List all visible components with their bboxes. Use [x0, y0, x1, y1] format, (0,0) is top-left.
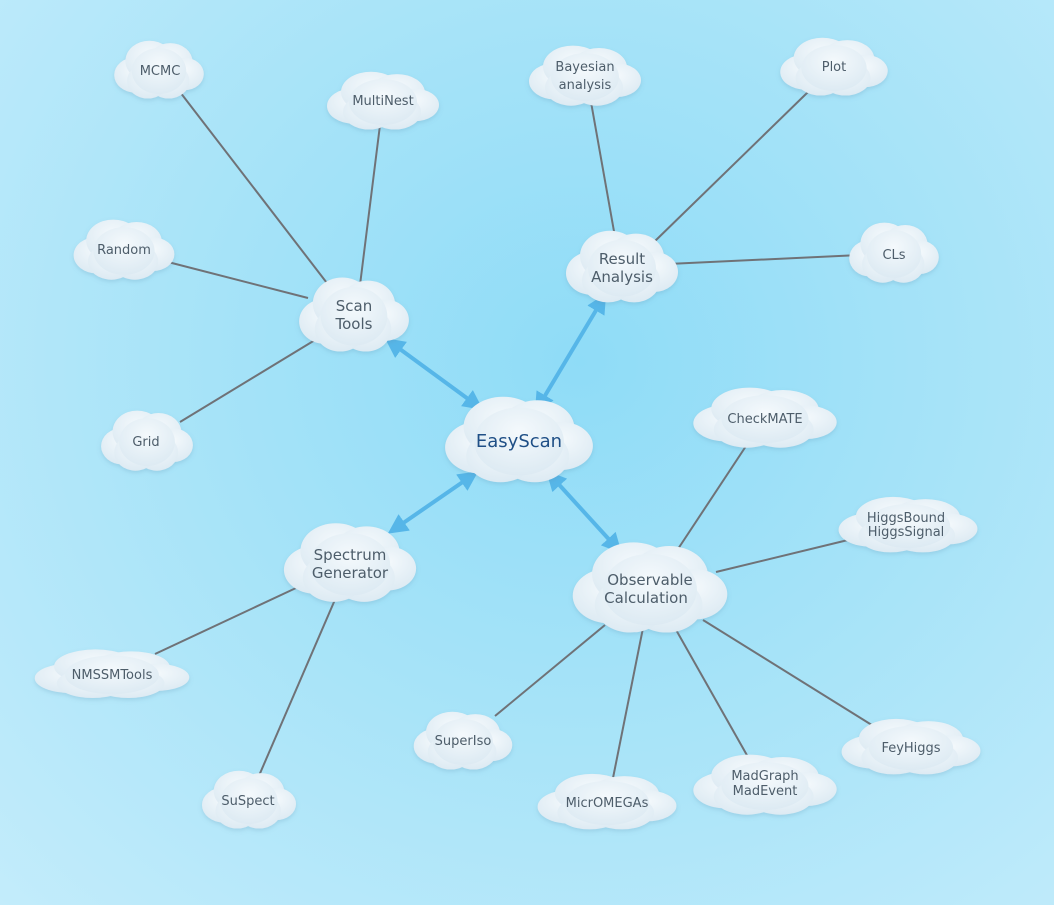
- edge-scan-mcmc: [179, 91, 331, 288]
- edge-scan-random: [167, 261, 309, 299]
- cloud-suspect: [201, 770, 297, 829]
- cloud-puff: [474, 407, 564, 476]
- higgs-label-line2: HiggsSignal: [868, 525, 945, 540]
- nmssmtools-label: NMSSMTools: [72, 668, 153, 683]
- cloud-puff: [320, 286, 388, 346]
- easyscan-label: EasyScan: [476, 431, 562, 452]
- higgs-label-line1: HiggsBound: [867, 511, 945, 526]
- bayesian-label-line1: Bayesian: [555, 60, 614, 75]
- mcmc-label: MCMC: [140, 64, 181, 79]
- cloud-puff: [721, 395, 809, 443]
- observable-calculation-label-line2: Calculation: [604, 589, 688, 607]
- edge-scan-grid: [179, 339, 316, 423]
- cloud-nmssmtools: [34, 649, 190, 698]
- connectors: [154, 91, 876, 779]
- edge-result-bayesian: [590, 101, 616, 238]
- cloud-puff: [349, 79, 417, 125]
- arrow-center-spectrum: [387, 471, 479, 534]
- cloud-plot: [780, 37, 888, 96]
- cloud-result-analysis: [566, 230, 678, 303]
- cloud-superiso: [413, 711, 513, 770]
- cloud-puff: [868, 725, 954, 770]
- superiso-label: SuperIso: [435, 734, 492, 749]
- cloud-puff: [309, 533, 391, 596]
- scan-tools-label-line2: Tools: [335, 315, 373, 333]
- cloud-puff: [220, 778, 278, 824]
- spectrum-generator-label-line1: Spectrum: [314, 546, 387, 564]
- labels: EasyScan Scan Tools Result Analysis Spec…: [72, 60, 945, 811]
- edge-result-plot: [652, 91, 809, 244]
- cloud-puff: [603, 553, 697, 626]
- edge-observable-superiso: [494, 624, 606, 717]
- main-arrows: [384, 293, 622, 554]
- cloud-puff: [93, 227, 155, 275]
- arrow-center-scan: [384, 338, 484, 410]
- cls-label: CLs: [882, 248, 905, 263]
- plot-label: Plot: [822, 60, 847, 75]
- cloud-center: [445, 396, 593, 483]
- cloud-bayesian: [529, 45, 641, 106]
- cloud-puff: [865, 503, 951, 548]
- cloud-scan-tools: [299, 277, 409, 352]
- cloud-puff: [119, 418, 175, 466]
- result-analysis-label-line1: Result: [599, 250, 645, 268]
- edge-result-cls: [667, 254, 861, 265]
- edge-spectrum-suspect: [257, 594, 338, 779]
- clouds: [34, 37, 981, 830]
- cloud-puff: [866, 230, 922, 278]
- multinest-label: MultiNest: [352, 94, 413, 109]
- spectrum-generator-label-line2: Generator: [312, 564, 389, 582]
- cloud-puff: [564, 780, 650, 825]
- cloud-puff: [65, 655, 159, 695]
- observable-calculation-label-line1: Observable: [607, 571, 693, 589]
- cloud-cls: [849, 222, 939, 283]
- scan-tools-label-line1: Scan: [336, 297, 372, 315]
- cloud-random: [73, 219, 175, 280]
- feyhiggs-label: FeyHiggs: [881, 741, 940, 756]
- cloud-observable-calculation: [572, 542, 728, 633]
- edge-spectrum-nmssmtools: [154, 587, 297, 655]
- cloud-puff: [131, 48, 187, 94]
- cloud-checkmate: [693, 387, 837, 448]
- edge-observable-checkmate: [675, 439, 751, 553]
- cloud-puff: [433, 719, 493, 765]
- arrow-center-result: [534, 293, 607, 413]
- cloud-puff: [721, 762, 809, 810]
- cloud-feyhiggs: [841, 718, 981, 775]
- arrow-center-observable: [546, 470, 622, 554]
- cloud-higgs: [838, 496, 978, 553]
- checkmate-label: CheckMATE: [727, 412, 802, 427]
- cloud-puff: [801, 45, 867, 91]
- cloud-mcmc: [114, 40, 204, 99]
- bayesian-label-line2: analysis: [559, 78, 612, 93]
- edge-observable-higgs: [715, 539, 849, 573]
- edge-scan-multinest: [359, 124, 381, 286]
- suspect-label: SuSpect: [221, 794, 274, 809]
- micromegas-label: MicrOMEGAs: [566, 796, 649, 811]
- cloud-puff: [551, 53, 619, 101]
- cloud-grid: [101, 410, 193, 471]
- grid-label: Grid: [132, 435, 159, 450]
- random-label: Random: [97, 243, 151, 258]
- result-analysis-label-line2: Analysis: [591, 268, 653, 286]
- cloud-micromegas: [537, 773, 677, 830]
- madgraph-label-line2: MadEvent: [733, 784, 798, 799]
- cloud-puff: [588, 239, 656, 297]
- cloud-multinest: [327, 71, 439, 130]
- edge-observable-micromegas: [612, 627, 644, 779]
- cloud-madgraph: [693, 754, 837, 815]
- cloud-spectrum-generator: [283, 523, 417, 602]
- edge-observable-feyhiggs: [702, 619, 876, 728]
- madgraph-label-line1: MadGraph: [731, 769, 798, 784]
- edge-observable-madgraph: [674, 627, 749, 758]
